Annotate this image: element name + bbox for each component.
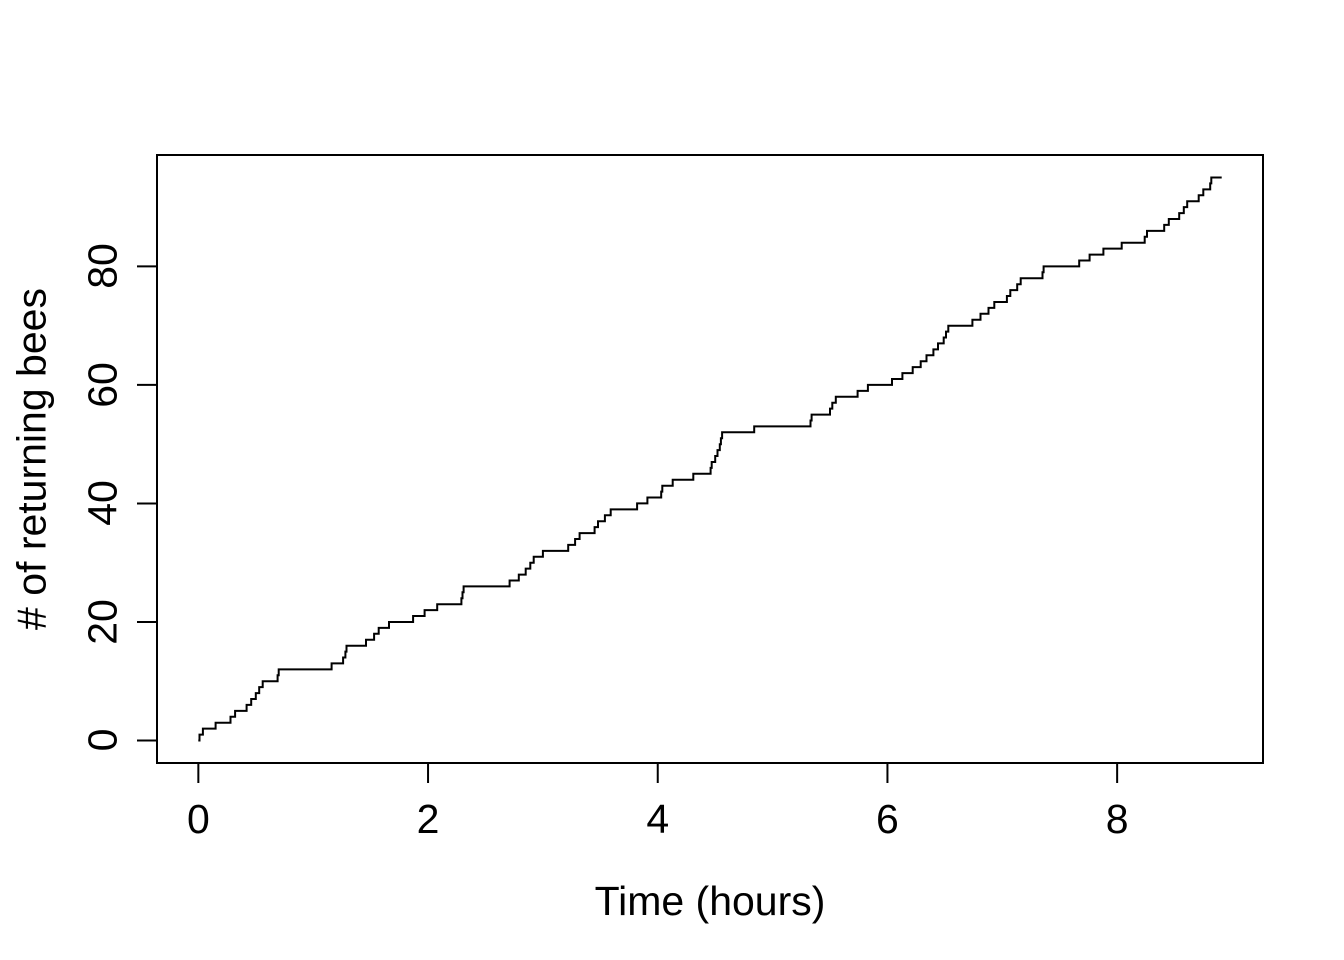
x-axis-title: Time (hours) — [594, 878, 826, 924]
y-tick-label: 80 — [79, 243, 126, 290]
x-axis-ticks — [197, 763, 1119, 783]
x-tick-label: 8 — [1105, 796, 1129, 842]
y-tick-label: 60 — [79, 362, 126, 408]
x-tick-label: 2 — [416, 796, 440, 842]
plot-border — [156, 154, 1264, 764]
y-axis-title: # of returning bees — [8, 288, 55, 630]
y-axis-ticks — [137, 265, 157, 742]
x-tick-label: 6 — [876, 796, 899, 842]
step-line — [198, 176, 1222, 742]
y-tick-label: 40 — [79, 480, 126, 527]
x-tick-label: 4 — [646, 796, 670, 842]
x-tick-label: 0 — [186, 796, 210, 842]
y-tick-label: 20 — [79, 599, 126, 645]
y-tick-label: 0 — [79, 729, 126, 752]
